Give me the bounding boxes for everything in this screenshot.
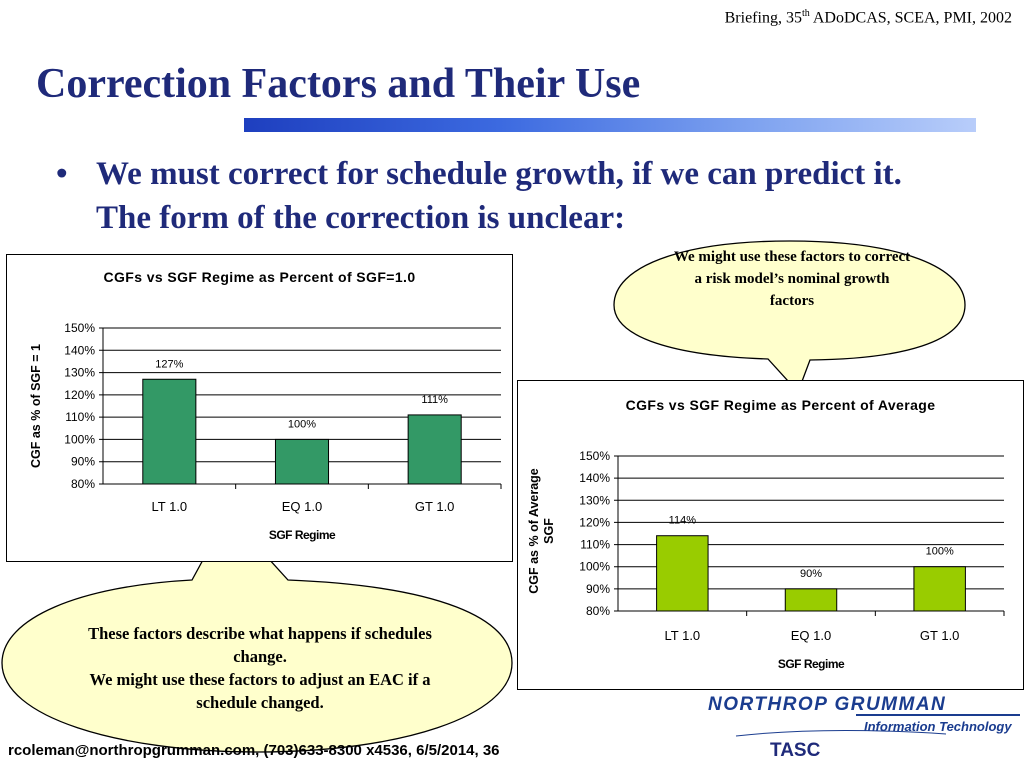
- chart-title: CGFs vs SGF Regime as Percent of SGF=1.0: [103, 269, 415, 285]
- callout-bottom-balloon: [1, 512, 513, 753]
- bullet-text: We must correct for schedule growth, if …: [96, 156, 902, 236]
- x-tick-label: EQ 1.0: [282, 499, 322, 514]
- callout-bottom-line1: These factors describe what happens if s…: [88, 624, 432, 666]
- bar-data-label: 90%: [800, 568, 822, 580]
- callout-bottom-line2: We might use these factors to adjust an …: [89, 670, 431, 712]
- bar: [656, 535, 709, 612]
- callout-top-text: We might use these factors to correct a …: [673, 249, 911, 309]
- y-tick-label: 130%: [64, 366, 95, 380]
- y-tick-label: 80%: [71, 477, 95, 491]
- y-tick-label: 90%: [586, 582, 610, 596]
- callout-bottom-text: These factors describe what happens if s…: [60, 622, 460, 714]
- logo-line2: Information Technology: [864, 719, 1012, 734]
- x-tick-label: GT 1.0: [415, 499, 455, 514]
- briefing-suffix: ADoDCAS, SCEA, PMI, 2002: [809, 9, 1012, 27]
- chart-percent-of-average-svg: CGFs vs SGF Regime as Percent of Average…: [527, 397, 1005, 671]
- y-tick-label: 80%: [586, 604, 610, 618]
- footer-contact: rcoleman@northropgrumman.com, (703)633-8…: [8, 742, 500, 759]
- chart-percent-of-average: CGFs vs SGF Regime as Percent of Average…: [517, 380, 1024, 690]
- tasc-label: TASC: [770, 740, 821, 761]
- x-tick-label: GT 1.0: [920, 628, 960, 643]
- x-axis-title: SGF Regime: [269, 528, 336, 542]
- logo-swoosh: [735, 729, 947, 737]
- x-tick-label: EQ 1.0: [791, 628, 831, 643]
- y-tick-label: 150%: [579, 449, 610, 463]
- bar-data-label: 114%: [669, 515, 697, 527]
- logo-line1: NORTHROP GRUMMAN: [708, 694, 946, 715]
- y-tick-label: 110%: [580, 538, 610, 552]
- bar-data-label: 100%: [288, 418, 316, 430]
- briefing-sup: th: [801, 8, 810, 19]
- bar: [407, 414, 462, 485]
- bar: [913, 566, 966, 612]
- slide-title: Correction Factors and Their Use: [36, 61, 641, 107]
- x-tick-label: LT 1.0: [665, 628, 701, 643]
- y-tick-label: 150%: [64, 321, 95, 335]
- y-tick-label: 90%: [71, 455, 95, 469]
- bar-data-label: 100%: [926, 546, 954, 558]
- x-tick-label: LT 1.0: [152, 499, 188, 514]
- y-tick-label: 110%: [65, 410, 95, 424]
- bar-data-label: 111%: [421, 394, 448, 406]
- y-axis-title: CGF as % of SGF = 1: [29, 344, 43, 468]
- briefing-prefix: Briefing, 35: [724, 9, 802, 27]
- northrop-grumman-logo: NORTHROP GRUMMAN Information Technology: [708, 694, 1020, 737]
- chart-percent-of-sgf1-svg: CGFs vs SGF Regime as Percent of SGF=1.0…: [29, 269, 502, 542]
- bullet-marker: •: [56, 156, 68, 192]
- chart-title: CGFs vs SGF Regime as Percent of Average: [626, 397, 936, 413]
- y-axis-title: CGF as % of AverageSGF: [527, 468, 556, 594]
- bar: [274, 438, 330, 485]
- bar: [142, 378, 197, 485]
- y-tick-label: 100%: [64, 432, 95, 446]
- y-tick-label: 140%: [579, 471, 610, 485]
- x-axis-title: SGF Regime: [778, 657, 845, 671]
- y-tick-label: 120%: [64, 388, 95, 402]
- y-tick-label: 100%: [579, 560, 610, 574]
- y-tick-label: 120%: [579, 515, 610, 529]
- bar: [784, 588, 838, 612]
- title-underline-bar: [244, 118, 976, 132]
- bar-data-label: 127%: [155, 358, 183, 370]
- y-tick-label: 130%: [579, 493, 610, 507]
- briefing-header: Briefing, 35th ADoDCAS, SCEA, PMI, 2002: [725, 8, 1012, 27]
- y-tick-label: 140%: [64, 343, 95, 357]
- chart-percent-of-sgf1: CGFs vs SGF Regime as Percent of SGF=1.0…: [6, 254, 513, 562]
